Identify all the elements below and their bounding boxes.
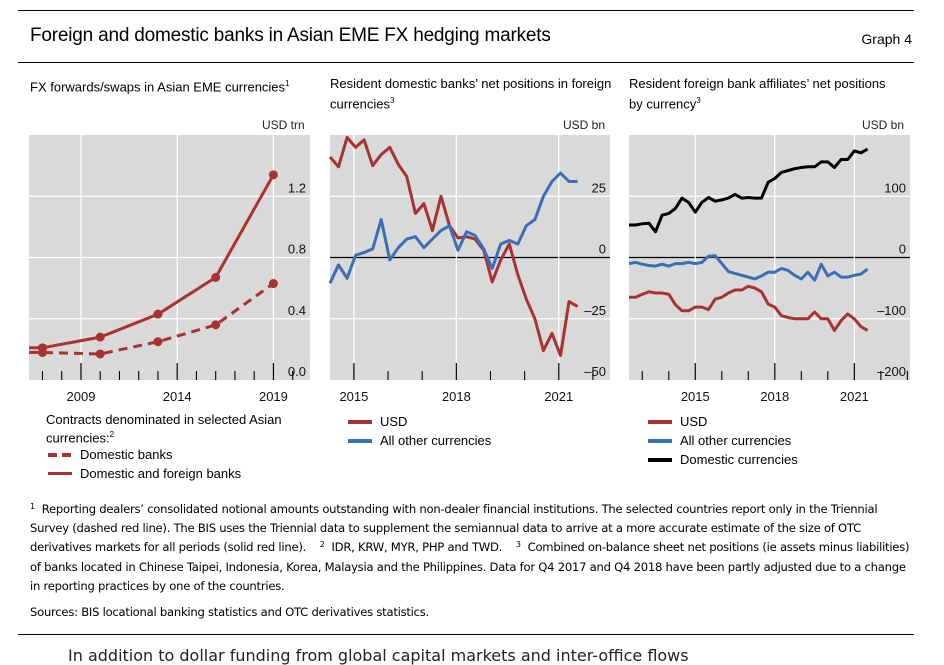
panel-1-xtick-label: 2014 xyxy=(163,389,192,404)
red-line-swatch-icon xyxy=(648,419,672,424)
panel-1-title: FX forwards/swaps in Asian EME currencie… xyxy=(30,75,300,95)
panel-1-title-text: FX forwards/swaps in Asian EME currencie… xyxy=(30,79,286,95)
red-line-swatch-icon xyxy=(348,419,372,424)
legend-label: Domestic currencies xyxy=(680,452,798,467)
graph-number: Graph 4 xyxy=(861,31,912,47)
footnote-1-mark: 1 xyxy=(30,502,35,511)
sources: Sources: BIS locational banking statisti… xyxy=(30,605,429,619)
title-rule xyxy=(18,62,914,63)
blue-line-swatch-icon xyxy=(348,438,372,443)
panel-1-point-domestic-and-foreign-banks xyxy=(95,332,105,342)
panel-3-xtick-label: 2021 xyxy=(840,389,869,404)
footnote-3-text: Combined on-balance sheet net positions … xyxy=(30,540,910,593)
panel-3-title: Resident foreign bank affiliates’ net po… xyxy=(629,75,889,112)
panel-1-xtick-label: 2009 xyxy=(67,389,96,404)
panel-3-ytick-label: –100 xyxy=(877,303,906,318)
panel-3-ytick-label: 0 xyxy=(899,242,906,257)
legend-label: USD xyxy=(380,414,408,429)
charts-canvas: 0.0 0.4 0.8 1.2 2009 2014 2019 –50 –25 0 25 2015 201… xyxy=(29,135,910,404)
panel-1-ytick-label: 0.4 xyxy=(288,303,306,318)
footnote-2-mark: 2 xyxy=(319,540,325,550)
panel-2-series-usd xyxy=(328,135,579,357)
legend-label: All other currencies xyxy=(680,433,792,448)
legend-label: Domestic banks xyxy=(80,447,173,463)
legend-item-usd: USD xyxy=(646,412,798,431)
panel-1-unit: USD trn xyxy=(262,118,305,132)
legend-heading-text: Contracts denominated in selected Asian … xyxy=(46,412,282,446)
panel-2-ytick-label: –50 xyxy=(584,364,606,379)
panel-1-ytick-label: 0.8 xyxy=(288,242,306,257)
panel-2-title: Resident domestic banks’ net positions i… xyxy=(330,75,615,112)
panel-1-point-domestic-and-foreign-banks xyxy=(211,272,221,282)
panel-2-xtick-label: 2015 xyxy=(339,389,368,404)
panel-3-ytick-label: –200 xyxy=(877,364,906,379)
panel-1-point-domestic-and-foreign-banks xyxy=(153,309,163,319)
panel-3-xtick-label: 2018 xyxy=(760,389,789,404)
legend-item-all-other-currencies: All other currencies xyxy=(346,431,491,450)
panel-2-legend: USD All other currencies xyxy=(346,412,491,450)
panel-1-footnote-ref: 1 xyxy=(285,79,290,88)
legend-label: USD xyxy=(680,414,708,429)
panel-3-xtick-label: 2015 xyxy=(681,389,710,404)
panel-2-series-all-other-currencies xyxy=(328,171,578,284)
blue-line-swatch-icon xyxy=(648,438,672,443)
panel-1-point-domestic-banks xyxy=(268,279,278,289)
bottom-rule xyxy=(18,634,914,635)
panel-3-series-usd xyxy=(629,284,869,332)
panel-2-ytick-label: –25 xyxy=(584,303,606,318)
black-line-swatch-icon xyxy=(648,457,672,462)
legend-item-usd: USD xyxy=(346,412,491,431)
panel-1-series-domestic-banks xyxy=(29,282,275,356)
panel-2-xtick-label: 2021 xyxy=(544,389,573,404)
panel-1-point-domestic-and-foreign-banks xyxy=(37,343,47,353)
solid-line-swatch-icon xyxy=(48,472,72,476)
body-text: In addition to dollar funding from globa… xyxy=(68,646,689,665)
panel-2-title-text: Resident domestic banks’ net positions i… xyxy=(330,76,612,112)
legend-label: Domestic and foreign banks xyxy=(80,466,242,482)
panel-1-point-domestic-and-foreign-banks xyxy=(268,170,278,180)
panel-3-title-text: Resident foreign bank affiliates’ net po… xyxy=(629,76,886,112)
legend-heading-footnote-ref: 2 xyxy=(109,430,115,439)
legend-item-all-other-currencies: All other currencies xyxy=(646,431,798,450)
legend-label: All other currencies xyxy=(380,433,492,448)
panel-1-ytick-label: 0.0 xyxy=(288,364,306,379)
panel-2-ytick-label: 0 xyxy=(599,242,606,257)
legend-heading: Contracts denominated in selected Asian … xyxy=(46,412,316,445)
panel-2-ytick-label: 25 xyxy=(592,180,606,195)
footnotes: 1 Reporting dealers’ consolidated notion… xyxy=(30,500,914,596)
legend-item-domestic-currencies: Domestic currencies xyxy=(646,450,798,469)
top-rule xyxy=(18,10,914,11)
panel-2-xtick-label: 2018 xyxy=(442,389,471,404)
panel-1-point-domestic-banks xyxy=(153,337,163,347)
panel-3-footnote-ref: 3 xyxy=(696,96,701,105)
panel-1-point-domestic-banks xyxy=(95,349,105,359)
legend-item-domestic-and-foreign-banks: Domestic and foreign banks xyxy=(46,464,316,483)
panel-1-ytick-label: 1.2 xyxy=(288,180,306,195)
panel-1-xtick-label: 2019 xyxy=(259,389,288,404)
footnote-1-text: Reporting dealers’ consolidated notional… xyxy=(30,502,878,555)
footnote-2-text: IDR, KRW, MYR, PHP and TWD. xyxy=(331,540,503,555)
graph-title: Foreign and domestic banks in Asian EME … xyxy=(30,25,551,46)
panel-3-series-all-other-currencies xyxy=(628,254,869,282)
panel-3-ytick-label: 100 xyxy=(884,180,906,195)
legend-item-domestic-banks: Domestic banks xyxy=(46,445,316,464)
dashed-line-swatch-icon xyxy=(48,452,72,457)
panel-3-series-domestic-currencies xyxy=(629,147,869,234)
panel-2-footnote-ref: 3 xyxy=(389,96,395,105)
panel-1-point-domestic-banks xyxy=(211,320,221,330)
panel-1-legend: Contracts denominated in selected Asian … xyxy=(46,412,316,483)
panel-2-unit: USD bn xyxy=(563,118,606,132)
footnote-3-mark: 3 xyxy=(515,540,521,550)
panel-3-legend: USD All other currencies Domestic curren… xyxy=(646,412,798,469)
panel-3-unit: USD bn xyxy=(862,118,905,132)
